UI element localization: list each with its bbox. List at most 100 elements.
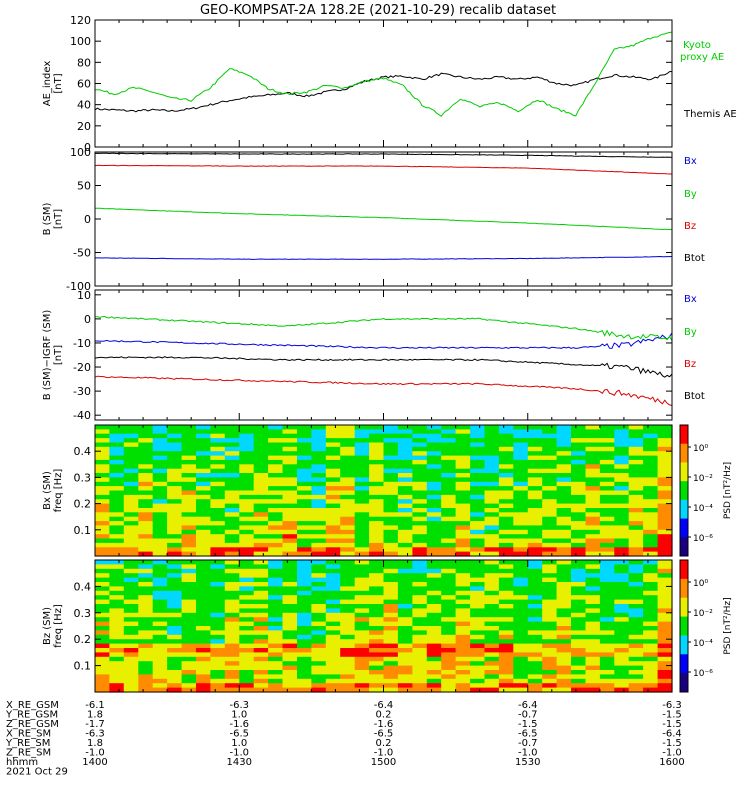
heatmap-cell: [556, 604, 572, 609]
heatmap-cell: [340, 429, 356, 435]
heatmap-cell: [369, 433, 385, 439]
ephemeris-value: -1.0: [374, 748, 394, 759]
heatmap-cell: [614, 494, 630, 500]
heatmap-cell: [282, 670, 298, 675]
heatmap-cell: [354, 486, 370, 492]
heatmap-cell: [657, 599, 673, 605]
heatmap-cell: [614, 534, 630, 540]
heatmap-cell: [527, 643, 543, 649]
heatmap-cell: [340, 678, 356, 684]
heatmap-cell: [628, 477, 644, 483]
heatmap-cell: [181, 425, 197, 430]
heatmap-cell: [498, 560, 514, 565]
heatmap-cell: [268, 429, 284, 435]
heatmap-cell: [297, 525, 312, 531]
heatmap-cell: [441, 648, 457, 653]
heatmap-cell: [167, 516, 183, 522]
colorbar-tick-label: 10⁻²: [693, 474, 713, 484]
heatmap-cell: [297, 595, 312, 601]
heatmap-cell: [513, 678, 529, 684]
heatmap-cell: [441, 678, 457, 684]
heatmap-cell: [311, 547, 327, 553]
heatmap-cell: [138, 429, 154, 435]
heatmap-cell: [383, 551, 399, 557]
heatmap-cell: [181, 542, 197, 548]
heatmap-cell: [484, 521, 500, 527]
heatmap-cell: [196, 582, 211, 587]
heatmap-cell: [397, 586, 413, 592]
heatmap-cell: [297, 621, 312, 627]
heatmap-cell: [412, 446, 428, 452]
heatmap-cell: [210, 512, 226, 518]
heatmap-cell: [354, 442, 370, 448]
heatmap-cell: [282, 525, 298, 531]
heatmap-cell: [426, 455, 442, 461]
heatmap-cell: [224, 590, 240, 596]
heatmap-cell: [527, 503, 543, 509]
heatmap-cell: [455, 429, 471, 435]
heatmap-cell: [325, 455, 341, 461]
heatmap-cell: [369, 617, 385, 623]
heatmap-cell: [268, 656, 284, 662]
heatmap-cell: [585, 551, 601, 557]
heatmap-cell: [397, 429, 413, 435]
heatmap-cell: [484, 599, 500, 605]
heatmap-cell: [643, 490, 659, 496]
heatmap-cell: [340, 534, 356, 540]
heatmap-cell: [224, 429, 240, 435]
heatmap-cell: [599, 586, 615, 592]
y-tick-label: 0: [84, 213, 91, 226]
heatmap-cell: [585, 586, 601, 592]
heatmap-cell: [311, 687, 327, 693]
heatmap-cell: [571, 652, 586, 658]
heatmap-cell: [95, 568, 110, 574]
heatmap-cell: [239, 459, 255, 465]
heatmap-cell: [109, 661, 125, 667]
heatmap-cell: [585, 459, 601, 465]
heatmap-cell: [196, 477, 211, 483]
heatmap-cell: [614, 481, 630, 487]
heatmap-cell: [455, 599, 471, 605]
heatmap-cell: [311, 442, 327, 448]
heatmap-cell: [470, 639, 486, 645]
heatmap-cell: [297, 665, 312, 671]
heatmap-cell: [614, 433, 630, 439]
heatmap-cell: [455, 560, 471, 565]
heatmap-cell: [470, 446, 486, 452]
heatmap-cell: [282, 468, 298, 474]
heatmap-cell: [152, 568, 168, 574]
heatmap-cell: [340, 573, 356, 579]
heatmap-cell: [585, 516, 601, 522]
heatmap-cell: [599, 468, 615, 474]
heatmap-cell: [196, 634, 211, 640]
heatmap-cell: [268, 564, 284, 570]
heatmap-cell: [109, 486, 125, 492]
heatmap-cell: [513, 438, 529, 444]
heatmap-cell: [123, 678, 139, 684]
heatmap-cell: [138, 674, 154, 680]
heatmap-cell: [585, 595, 601, 601]
heatmap-cell: [210, 648, 226, 653]
heatmap-cell: [311, 451, 327, 457]
heatmap-cell: [167, 590, 183, 596]
heatmap-cell: [470, 481, 486, 487]
heatmap-cell: [441, 564, 457, 570]
heatmap-cell: [643, 499, 659, 505]
heatmap-cell: [311, 674, 327, 680]
heatmap-cell: [297, 503, 312, 509]
heatmap-cell: [95, 455, 110, 461]
heatmap-cell: [224, 459, 240, 465]
heatmap-cell: [571, 639, 586, 645]
heatmap-cell: [297, 446, 312, 452]
ephemeris-value: 0.2: [376, 738, 392, 749]
heatmap-cell: [224, 534, 240, 540]
heatmap-cell: [181, 538, 197, 544]
heatmap-cell: [268, 451, 284, 457]
heatmap-cell: [210, 568, 226, 574]
heatmap-cell: [383, 573, 399, 579]
heatmap-cell: [599, 429, 615, 435]
heatmap-cell: [599, 538, 615, 544]
heatmap-cell: [542, 468, 558, 474]
heatmap-cell: [95, 547, 110, 553]
heatmap-cell: [498, 464, 514, 470]
